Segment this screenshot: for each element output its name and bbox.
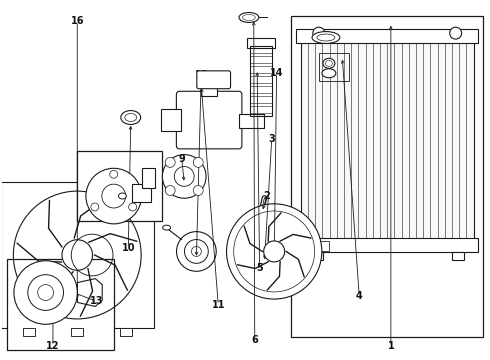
Bar: [309, 241, 329, 251]
Circle shape: [174, 167, 194, 186]
Circle shape: [165, 157, 175, 167]
Text: 1: 1: [388, 341, 394, 351]
Text: 11: 11: [212, 300, 225, 310]
Text: 9: 9: [178, 154, 185, 163]
Circle shape: [226, 204, 322, 299]
Circle shape: [184, 239, 208, 264]
Circle shape: [86, 168, 142, 224]
Circle shape: [193, 157, 203, 167]
Circle shape: [176, 231, 216, 271]
Bar: [250, 56, 271, 63]
Text: 8: 8: [118, 198, 124, 208]
Bar: [250, 105, 271, 113]
Ellipse shape: [323, 58, 335, 68]
Text: 3: 3: [269, 134, 275, 144]
Circle shape: [62, 240, 93, 270]
Bar: [452, 252, 464, 260]
Text: 6: 6: [251, 335, 258, 345]
Circle shape: [450, 27, 462, 39]
Ellipse shape: [239, 13, 259, 22]
Bar: [250, 46, 271, 116]
Bar: [247, 38, 275, 48]
Circle shape: [192, 247, 201, 256]
FancyBboxPatch shape: [197, 71, 231, 89]
Bar: [311, 252, 323, 260]
Ellipse shape: [325, 60, 332, 66]
Bar: [72, 328, 83, 336]
Ellipse shape: [125, 113, 137, 121]
Bar: [132, 184, 151, 202]
Text: 7: 7: [103, 195, 110, 204]
Bar: [201, 80, 217, 96]
Ellipse shape: [119, 193, 126, 199]
Text: 12: 12: [46, 341, 60, 351]
Bar: [296, 29, 478, 43]
Bar: [162, 109, 181, 131]
Bar: [1, 182, 154, 328]
Bar: [296, 238, 478, 252]
Text: 16: 16: [71, 16, 84, 26]
Bar: [239, 114, 264, 128]
Bar: [250, 86, 271, 93]
Bar: [250, 66, 271, 73]
Text: 10: 10: [122, 243, 135, 253]
Circle shape: [193, 185, 203, 195]
Circle shape: [162, 154, 206, 198]
Bar: [301, 37, 473, 244]
Circle shape: [38, 285, 53, 301]
Bar: [7, 258, 114, 350]
Circle shape: [165, 185, 175, 195]
Text: 13: 13: [90, 296, 103, 306]
Bar: [77, 152, 162, 221]
Text: 2: 2: [264, 191, 270, 201]
Bar: [250, 76, 271, 83]
Ellipse shape: [243, 14, 255, 21]
Circle shape: [102, 184, 125, 208]
Bar: [142, 168, 155, 188]
Bar: [120, 328, 132, 336]
Ellipse shape: [317, 34, 335, 41]
Circle shape: [91, 203, 99, 211]
Ellipse shape: [312, 32, 340, 44]
Ellipse shape: [121, 111, 141, 125]
Text: 14: 14: [270, 68, 283, 78]
Bar: [291, 16, 483, 337]
Circle shape: [313, 27, 325, 39]
Bar: [319, 53, 349, 81]
Text: 15: 15: [195, 69, 208, 80]
Circle shape: [264, 241, 285, 262]
Bar: [250, 46, 271, 53]
Bar: [250, 96, 271, 103]
Circle shape: [14, 261, 77, 324]
Circle shape: [28, 275, 64, 310]
Circle shape: [110, 170, 118, 178]
Ellipse shape: [163, 225, 171, 230]
Text: 4: 4: [356, 291, 363, 301]
Circle shape: [129, 203, 137, 211]
FancyBboxPatch shape: [176, 91, 242, 149]
Bar: [23, 328, 35, 336]
Text: 5: 5: [256, 262, 263, 273]
Ellipse shape: [322, 69, 336, 78]
